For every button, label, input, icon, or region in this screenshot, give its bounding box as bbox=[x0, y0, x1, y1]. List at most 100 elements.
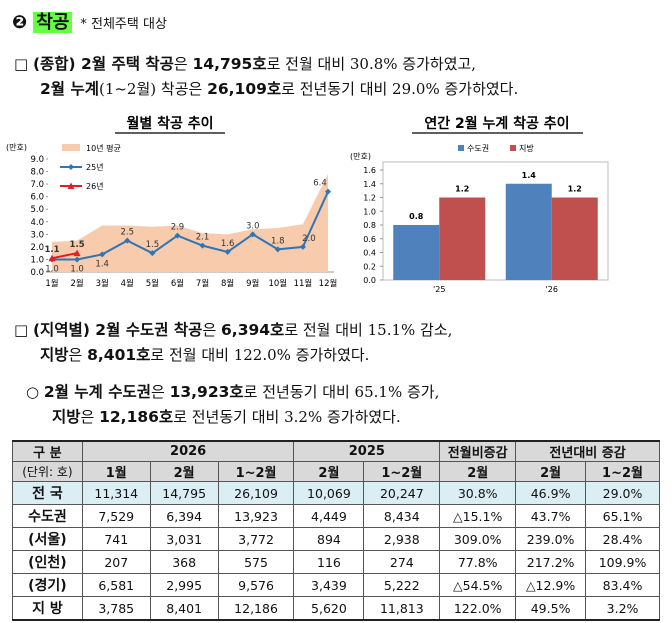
y-tick-label: 7.0 bbox=[30, 180, 44, 190]
data-label: 1.2 bbox=[568, 185, 582, 194]
bold-text: 2월 누계 bbox=[40, 80, 99, 98]
header-cell: 전년대비 증감 bbox=[515, 440, 660, 462]
data-label: 1.0 bbox=[45, 264, 59, 274]
table-cell: 3,031 bbox=[149, 527, 219, 551]
y-tick-label: 0.2 bbox=[363, 262, 376, 271]
text: 은 bbox=[80, 408, 100, 426]
header-cell: (단위: 호) bbox=[12, 461, 83, 482]
table-cell: 6,581 bbox=[81, 573, 151, 597]
marker bbox=[274, 246, 281, 253]
table-cell: 46.9% bbox=[515, 481, 587, 505]
y-axis-label: (만호) bbox=[350, 152, 371, 161]
header-cell: 2월 bbox=[439, 461, 517, 482]
paragraph: ○ 2월 누계 수도권은 13,923호로 전년동기 대비 65.1% 증가, 지… bbox=[26, 380, 439, 430]
x-tick-label: 3월 bbox=[96, 278, 109, 289]
data-label: 6.4 bbox=[313, 179, 327, 189]
x-tick-label: '26 bbox=[546, 285, 558, 294]
text: 로 전월 대비 122.0% 증가하였다. bbox=[150, 346, 370, 364]
section-title: 착공 bbox=[33, 12, 73, 33]
y-tick-label: 0.8 bbox=[363, 221, 376, 230]
y-tick-label: 0.0 bbox=[30, 268, 44, 278]
table-row: (서울) 741 3,031 3,772 894 2,938 309.0% 239.0% 28.… bbox=[12, 527, 660, 551]
table-cell: 217.2% bbox=[515, 550, 587, 574]
x-tick-label: 6월 bbox=[171, 278, 184, 289]
table-cell: 9,576 bbox=[217, 573, 295, 597]
data-label: 2.0 bbox=[302, 234, 316, 244]
table-cell: 2,938 bbox=[363, 527, 441, 551]
data-label: 1.1 bbox=[44, 245, 59, 255]
bold-text: 26,109호 bbox=[207, 80, 282, 98]
area bbox=[52, 174, 328, 272]
table-cell: 14,795 bbox=[149, 481, 219, 505]
table-row: (경기) 6,581 2,995 9,576 3,439 5,222 △54.5% △12.9… bbox=[12, 573, 660, 597]
section-number: ❷ bbox=[12, 12, 28, 33]
x-tick-label: 1월 bbox=[45, 278, 58, 289]
table-cell: 3.2% bbox=[585, 596, 660, 621]
table-cell: 13,923 bbox=[217, 504, 295, 528]
text: 로 전월 대비 15.1% 감소, bbox=[284, 321, 453, 339]
table-cell: 207 bbox=[81, 550, 151, 574]
table-cell: 29.0% bbox=[585, 481, 660, 505]
text: 로 전월 대비 30.8% 증가하였고, bbox=[266, 55, 477, 73]
table-cell: 4,449 bbox=[293, 504, 365, 528]
data-label: 1.4 bbox=[95, 259, 109, 269]
table-cell: 11,314 bbox=[81, 481, 151, 505]
data-label: 1.4 bbox=[522, 171, 537, 180]
legend-marker bbox=[67, 182, 75, 189]
data-label: 1.5 bbox=[146, 240, 160, 250]
y-tick-label: 2.0 bbox=[30, 243, 44, 253]
row-label: (인천) bbox=[12, 550, 83, 574]
table-cell: 239.0% bbox=[515, 527, 587, 551]
text: 은 bbox=[173, 55, 193, 73]
text: (1~2월) 착공은 bbox=[98, 80, 208, 98]
table-cell: 8,434 bbox=[363, 504, 441, 528]
y-tick-label: 1.6 bbox=[363, 166, 376, 175]
table-cell: 43.7% bbox=[515, 504, 587, 528]
table-cell: 8,401 bbox=[149, 596, 219, 621]
marker bbox=[99, 251, 106, 258]
table-cell: 109.9% bbox=[585, 550, 660, 574]
text: 로 전년동기 대비 29.0% 증가하였다. bbox=[281, 80, 519, 98]
header-cell: 2월 bbox=[149, 461, 219, 482]
plot-frame bbox=[382, 161, 609, 281]
header-cell: 전월비증감 bbox=[439, 440, 517, 462]
data-label: 1.8 bbox=[271, 236, 285, 246]
text-line: □ (종합) 2월 주택 착공은 14,795호로 전월 대비 30.8% 증가… bbox=[14, 52, 518, 77]
table-cell: 77.8% bbox=[439, 550, 517, 574]
y-tick-label: 6.0 bbox=[30, 193, 44, 203]
table-cell: 741 bbox=[81, 527, 151, 551]
text: □ bbox=[14, 321, 33, 339]
data-label: 1.6 bbox=[221, 239, 235, 249]
data-label: 0.8 bbox=[409, 212, 424, 221]
data-table: 구 분 2026 2025 전월비증감 전년대비 증감 (단위: 호) 1월 2월 1~2월 2월… bbox=[12, 440, 660, 621]
table-cell: 11,813 bbox=[363, 596, 441, 621]
header-row: 구 분 2026 2025 전월비증감 전년대비 증감 bbox=[12, 440, 660, 462]
y-tick-label: 0.0 bbox=[363, 276, 376, 285]
legend-label: 26년 bbox=[86, 181, 104, 191]
table-row: 수도권 7,529 6,394 13,923 4,449 8,434 △15.1% 43.7%… bbox=[12, 504, 660, 528]
header-row: (단위: 호) 1월 2월 1~2월 2월 1~2월 2월 2월 1~2월 bbox=[12, 461, 660, 482]
y-tick-label: 1.4 bbox=[363, 180, 376, 189]
bold-text: (종합) 2월 주택 착공 bbox=[32, 55, 174, 73]
marker bbox=[48, 254, 56, 262]
marker bbox=[325, 188, 331, 195]
legend-label: 10년 평균 bbox=[86, 143, 121, 153]
chart-title: 연간 2월 누계 착공 추이 bbox=[424, 115, 569, 132]
y-tick-label: 0.6 bbox=[363, 235, 376, 244]
table-cell: 26,109 bbox=[217, 481, 295, 505]
section-header: ❷ 착공 * 전체주택 대상 bbox=[12, 8, 167, 34]
table-cell: 5,222 bbox=[363, 573, 441, 597]
y-tick-label: 9.0 bbox=[30, 155, 44, 165]
legend-label: 지방 bbox=[519, 143, 534, 153]
text: 은 bbox=[151, 383, 170, 401]
table-row: 전 국 11,314 14,795 26,109 10,069 20,247 30.8% 46… bbox=[12, 481, 660, 505]
table-cell: 894 bbox=[293, 527, 365, 551]
data-label: 1.0 bbox=[70, 264, 84, 274]
x-tick-label: 12월 bbox=[319, 278, 338, 289]
table-cell: 3,439 bbox=[293, 573, 365, 597]
table-cell: 49.5% bbox=[515, 596, 587, 621]
y-tick-label: 0.4 bbox=[363, 249, 376, 258]
header-cell: 1~2월 bbox=[585, 461, 660, 482]
table-cell: 28.4% bbox=[585, 527, 660, 551]
